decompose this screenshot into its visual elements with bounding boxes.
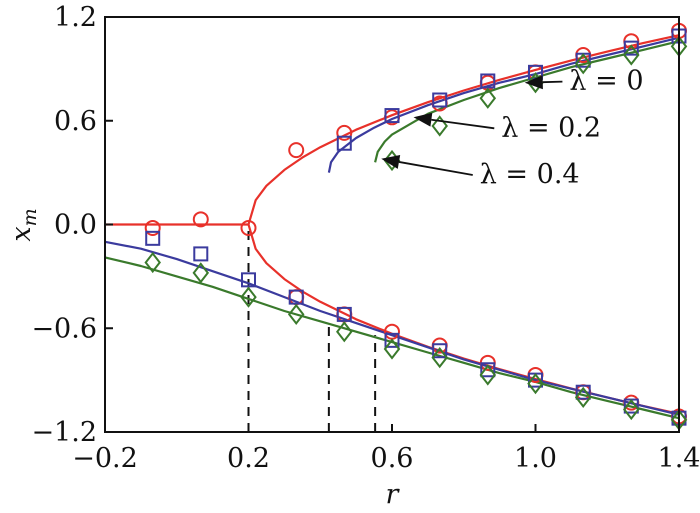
square-marker [336,306,352,322]
square-marker [432,92,448,108]
lambda-annotation-label: λ = 0.2 [501,112,601,143]
x-axis-label: r [386,479,401,510]
lambda-annotation-label: λ = 0 [569,66,643,97]
y-tick-label: −0.6 [31,313,97,344]
diamond-marker [527,372,544,395]
square-marker [241,272,256,288]
circle-marker [192,211,209,228]
series-markers [144,22,688,431]
diamond-marker [623,44,640,66]
square-marker [480,73,496,89]
square-marker [384,332,400,348]
arrow-head-icon [381,155,401,169]
diamond-marker [240,286,257,308]
diamond-marker [623,398,640,421]
x-tick-label: −0.2 [72,443,138,474]
square-marker [336,135,352,151]
square-marker [193,246,209,262]
diamond-marker [479,364,497,386]
diamond-marker [144,251,161,274]
diamond-marker [574,53,592,75]
arrow-head-icon [413,112,433,127]
y-axis-label: xm [6,208,41,241]
diamond-marker [336,321,353,343]
y-tick-label: 0.0 [54,210,97,241]
square-marker [432,343,448,359]
arrow-line [398,161,473,176]
diamond-marker [383,338,401,360]
lambda-annotation-label: λ = 0.4 [480,159,580,190]
diamond-marker [574,386,592,409]
diamond-marker [431,347,448,369]
diamond-marker [431,115,448,137]
x-tick-label: 0.2 [227,443,270,474]
curve-lower-branch [104,240,680,416]
diamond-marker [479,87,497,109]
square-marker [145,230,161,246]
y-tick-label: 0.6 [54,106,97,137]
square-marker [384,108,400,124]
diamond-marker [192,262,210,284]
axis-ticks: −0.2 0.2 0.6 1.0 1.4 1.2 0.6 0.0 −0.6 −1.2 [31,2,700,474]
circle-marker [144,219,161,236]
arrow-head-icon [524,75,543,90]
circle-marker [288,142,305,159]
arrow-line [431,118,495,130]
y-tick-label: 1.2 [54,2,97,33]
circle-marker [240,219,257,236]
square-marker [288,289,304,305]
square-marker [480,362,496,378]
x-tick-label: 1.4 [658,443,700,474]
arrow-line [542,80,563,84]
square-marker [575,384,591,400]
lambda-annotations: λ = 0 λ = 0.2 λ = 0.4 [381,66,644,190]
diamond-marker [287,303,305,326]
circle-marker [336,124,353,141]
curve-upper-branch [374,40,680,163]
dashed-threshold-lines [247,227,377,432]
x-tick-label: 1.0 [514,443,557,474]
curve-upper-branch [247,34,680,225]
square-marker [623,40,639,56]
y-tick-label: −1.2 [31,417,97,448]
x-tick-label: 0.6 [371,443,414,474]
